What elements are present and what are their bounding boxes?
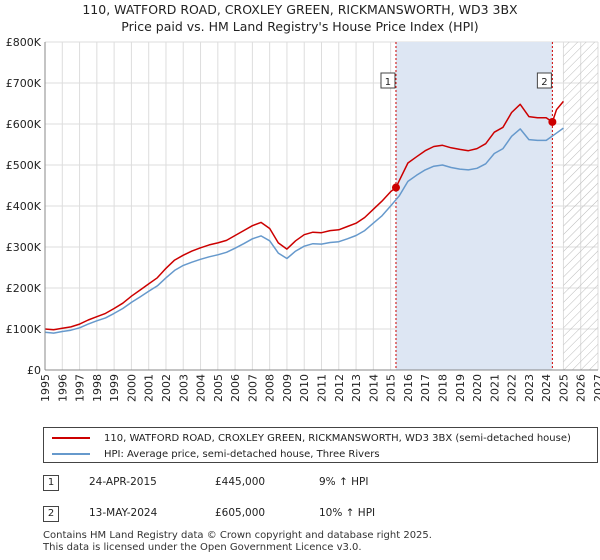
forecast-hatch-area — [563, 42, 598, 370]
y-tick-label: £400K — [6, 200, 42, 213]
transaction-row: 1 24-APR-2015 £445,000 9% ↑ HPI — [43, 475, 598, 491]
x-tick-label: 2015 — [385, 374, 398, 402]
x-tick-label: 2014 — [367, 374, 380, 402]
x-tick-label: 2021 — [488, 374, 501, 402]
x-tick-label: 2006 — [229, 374, 242, 402]
sale-marker-box — [536, 72, 552, 89]
y-tick-label: £100K — [6, 323, 42, 336]
legend-label-hpi: HPI: Average price, semi-detached house,… — [104, 448, 380, 460]
y-tick-label: £600K — [6, 118, 42, 131]
ownership-period-band — [395, 42, 553, 370]
transaction-hpi-diff: 10% ↑ HPI — [319, 507, 376, 519]
y-tick-label: £0 — [27, 364, 41, 377]
x-tick-label: 2009 — [281, 374, 294, 402]
transaction-row: 2 13-MAY-2024 £605,000 10% ↑ HPI — [43, 506, 598, 522]
x-tick-label: 2019 — [454, 374, 467, 402]
footer: Contains HM Land Registry data © Crown c… — [43, 530, 432, 553]
footer-copyright: Contains HM Land Registry data © Crown c… — [43, 530, 432, 541]
x-tick-label: 2010 — [298, 374, 311, 402]
y-tick-label: £800K — [6, 36, 42, 49]
transaction-hpi-diff: 9% ↑ HPI — [319, 476, 369, 488]
x-tick-label: 2022 — [506, 374, 519, 402]
x-tick-label: 2020 — [471, 374, 484, 402]
chart-title: 110, WATFORD ROAD, CROXLEY GREEN, RICKMA… — [82, 2, 518, 17]
transaction-badge: 1 — [43, 475, 59, 491]
legend-item-hpi: HPI: Average price, semi-detached house,… — [52, 447, 380, 461]
transaction-price: £605,000 — [215, 507, 266, 519]
x-tick-label: 1995 — [39, 374, 52, 402]
sale-marker-label: 1 — [385, 77, 391, 88]
x-tick-label: 2018 — [436, 374, 449, 402]
x-tick-label: 1999 — [108, 374, 121, 402]
y-tick-label: £200K — [6, 282, 42, 295]
legend-label-property: 110, WATFORD ROAD, CROXLEY GREEN, RICKMA… — [104, 432, 571, 444]
legend-line-hpi — [52, 453, 90, 455]
x-tick-label: 2000 — [125, 374, 138, 402]
x-tick-label: 2011 — [316, 374, 329, 402]
x-tick-label: 2003 — [177, 374, 190, 402]
x-tick-label: 1998 — [91, 374, 104, 402]
sale-point — [548, 117, 557, 126]
x-tick-label: 2024 — [540, 374, 553, 402]
x-tick-label: 2004 — [195, 374, 208, 402]
x-tick-label: 2023 — [523, 374, 536, 402]
x-tick-label: 2027 — [592, 374, 600, 402]
legend-item-property: 110, WATFORD ROAD, CROXLEY GREEN, RICKMA… — [52, 431, 571, 445]
footer-licence: This data is licensed under the Open Gov… — [43, 541, 362, 553]
x-tick-label: 2012 — [333, 374, 346, 402]
sale-point — [391, 183, 400, 192]
x-tick-label: 1996 — [56, 374, 69, 402]
x-tick-label: 2007 — [246, 374, 259, 402]
y-tick-label: £300K — [6, 241, 42, 254]
x-tick-label: 2013 — [350, 374, 363, 402]
price-chart: 1 2 £0 £100K £200K £300K £400K £500K £600K £700K… — [6, 36, 600, 402]
x-tick-label: 2001 — [143, 374, 156, 402]
x-tick-label: 2025 — [557, 374, 570, 402]
x-tick-label: 2026 — [575, 374, 588, 402]
sale-marker-label: 2 — [541, 77, 547, 88]
x-tick-label: 2016 — [402, 374, 415, 402]
legend: 110, WATFORD ROAD, CROXLEY GREEN, RICKMA… — [43, 427, 598, 463]
x-tick-label: 2002 — [160, 374, 173, 402]
x-tick-label: 2017 — [419, 374, 432, 402]
transaction-date: 24-APR-2015 — [89, 476, 157, 488]
transaction-price: £445,000 — [215, 476, 266, 488]
y-tick-label: £700K — [6, 77, 42, 90]
legend-line-property — [52, 437, 90, 439]
transaction-date: 13-MAY-2024 — [89, 507, 158, 519]
property-price-line — [44, 100, 564, 331]
hpi-line — [44, 127, 564, 334]
x-tick-label: 2008 — [264, 374, 277, 402]
x-tick-label: 1997 — [74, 374, 87, 402]
transaction-badge: 2 — [43, 506, 59, 522]
y-tick-label: £500K — [6, 159, 42, 172]
chart-subtitle: Price paid vs. HM Land Registry's House … — [121, 19, 479, 34]
sale-marker-box — [380, 72, 396, 89]
x-tick-label: 2005 — [212, 374, 225, 402]
